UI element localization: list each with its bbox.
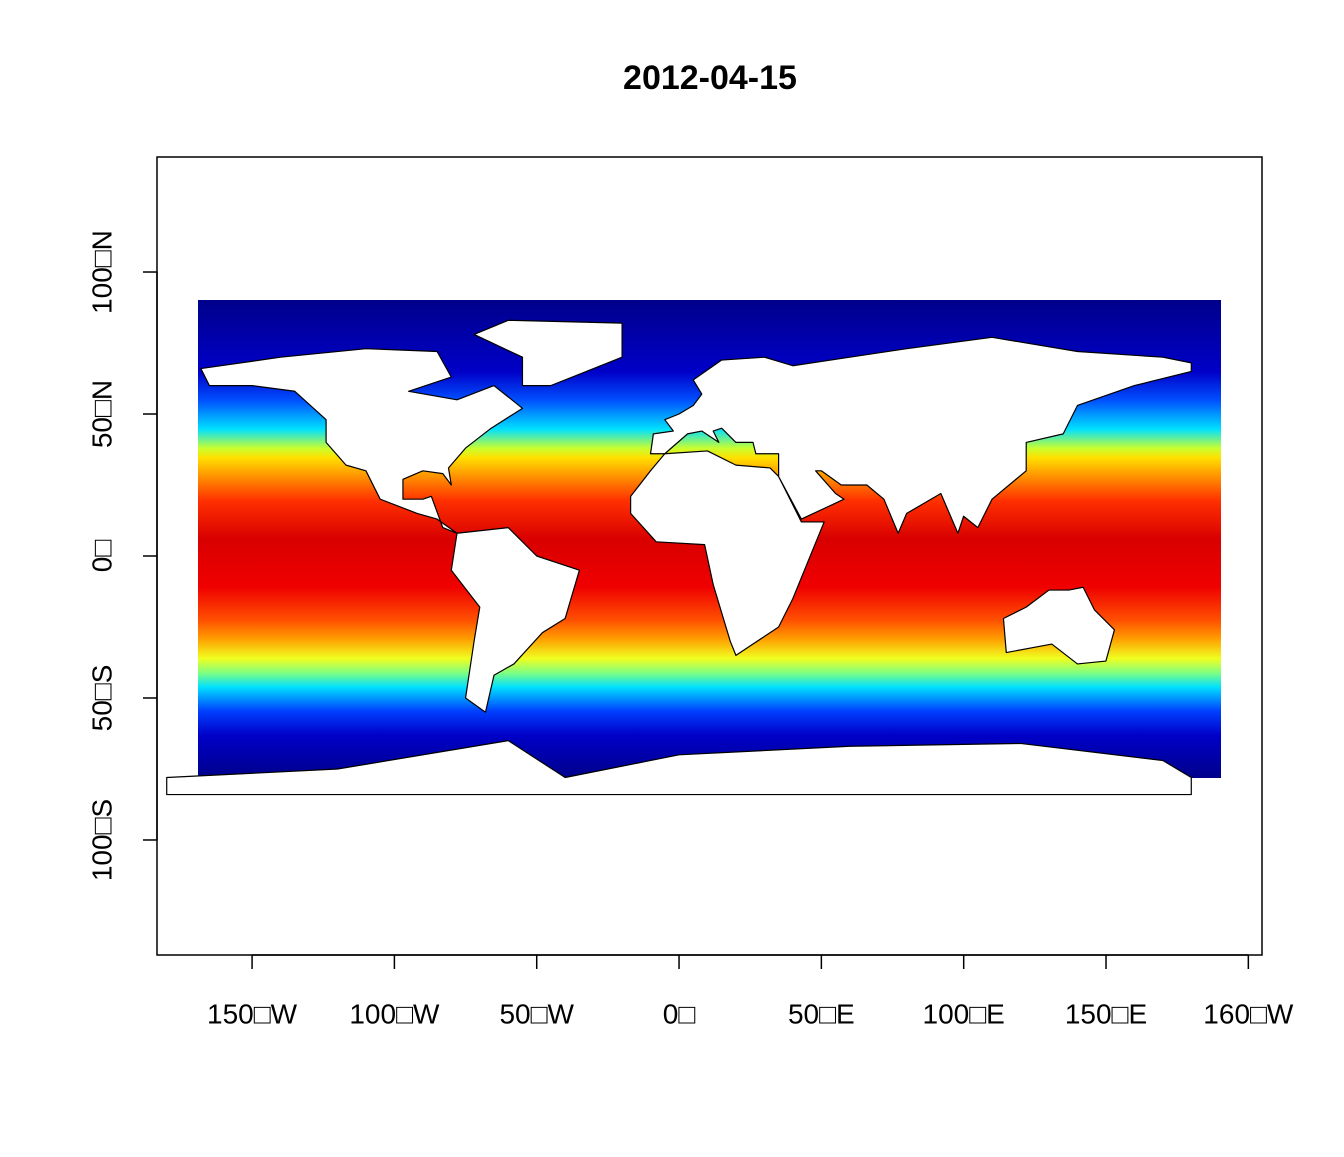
x-tick-label: 50□W <box>499 998 574 1029</box>
y-tick-label: 0□ <box>86 540 117 573</box>
y-tick-label: 50□N <box>86 380 117 448</box>
x-tick-label: 150□E <box>1065 998 1147 1029</box>
x-tick-label: 0□ <box>663 998 696 1029</box>
x-tick-label: 50□E <box>788 998 855 1029</box>
greenland <box>474 320 622 385</box>
y-tick-label: 100□S <box>86 799 117 881</box>
africa <box>631 451 825 655</box>
chart-title: 2012-04-15 <box>623 59 797 97</box>
y-tick-label: 100□N <box>86 230 117 314</box>
y-tick-label: 50□S <box>86 665 117 732</box>
north-america <box>201 349 523 534</box>
australia <box>1003 587 1114 664</box>
antarctica <box>167 741 1192 795</box>
x-tick-label: 160□W <box>1203 998 1294 1029</box>
x-tick-label: 100□W <box>349 998 440 1029</box>
coastlines <box>167 320 1192 794</box>
x-tick-label: 150□W <box>207 998 298 1029</box>
x-tick-label: 100□E <box>923 998 1005 1029</box>
eurasia <box>651 337 1192 533</box>
south-america <box>451 528 579 713</box>
